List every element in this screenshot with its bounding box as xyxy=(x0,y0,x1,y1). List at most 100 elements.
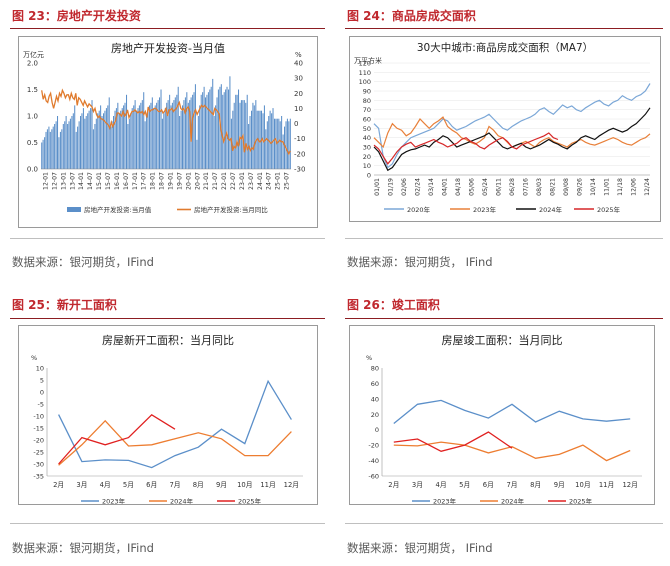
bar xyxy=(92,129,94,170)
bar xyxy=(251,110,253,169)
bar xyxy=(210,86,212,169)
y-tick-label: -15 xyxy=(33,425,44,433)
title-rule xyxy=(345,318,663,319)
bar xyxy=(171,102,173,170)
x-tick-label: 7月 xyxy=(506,481,517,489)
bar xyxy=(67,124,69,169)
bar xyxy=(239,102,241,170)
figure-title: 图 26：竣工面积 xyxy=(347,298,440,312)
bar xyxy=(243,100,245,169)
bar xyxy=(209,89,211,169)
bar xyxy=(51,129,53,170)
x-tick-label: 09/26 xyxy=(577,178,584,196)
bar xyxy=(114,110,116,169)
legend-label: 房地产开发投资:当月值 xyxy=(84,205,152,214)
x-tick-label: 17-01 xyxy=(132,172,139,190)
series-line-2023年 xyxy=(373,116,651,149)
bar xyxy=(217,89,219,169)
bar xyxy=(136,110,138,169)
x-tick-label: 04/01 xyxy=(442,178,449,196)
x-tick-label: 21-07 xyxy=(212,172,219,190)
bar xyxy=(245,102,247,170)
x-tick-label: 08/21 xyxy=(550,178,557,196)
y2-tick-label: 20 xyxy=(294,90,303,98)
x-tick-label: 13-07 xyxy=(69,172,76,190)
y-tick-label: -5 xyxy=(38,401,44,409)
bar xyxy=(94,124,96,169)
legend-label: 2023年 xyxy=(433,497,457,505)
x-tick-label: 11/18 xyxy=(617,178,624,196)
x-tick-label: 16-01 xyxy=(114,172,121,190)
x-tick-label: 25-07 xyxy=(284,172,291,190)
bar xyxy=(222,94,224,169)
bar xyxy=(97,113,99,169)
bar xyxy=(105,108,107,169)
chart-frame: 房地产开发投资-当月值 万亿元% 0.0 0.5 1.0 1.5 2.0 -30 -20 -10 0… xyxy=(18,36,318,228)
figure-title: 图 24：商品房成交面积 xyxy=(347,9,476,23)
bar xyxy=(48,126,50,169)
y-tick-label: 20 xyxy=(363,153,371,161)
bar xyxy=(65,116,67,169)
bar xyxy=(113,116,115,169)
x-tick-label: 23-07 xyxy=(248,172,255,190)
bar xyxy=(74,105,76,169)
bar xyxy=(203,86,205,169)
bar xyxy=(108,97,110,169)
bar xyxy=(186,92,188,169)
y-tick-label: 10 xyxy=(36,365,44,373)
bar xyxy=(87,113,89,169)
x-tick-label: 12-01 xyxy=(43,172,50,190)
y-tick-label: -25 xyxy=(33,449,44,457)
figure-title: 图 23：房地产开发投资 xyxy=(12,9,141,23)
x-tick-label: 4月 xyxy=(100,481,111,489)
x-tick-label: 04/18 xyxy=(455,178,462,196)
bar xyxy=(71,116,73,169)
bar xyxy=(253,105,255,169)
bar xyxy=(103,113,105,169)
bar xyxy=(59,131,61,169)
bar xyxy=(282,134,284,169)
x-tick-label: 24-07 xyxy=(266,172,273,190)
series-line-2023年 xyxy=(58,379,292,469)
bar xyxy=(252,102,254,170)
bar xyxy=(255,100,257,169)
bar xyxy=(137,108,139,169)
y-tick-label: -20 xyxy=(368,442,379,450)
bar xyxy=(249,116,251,169)
title-rule xyxy=(345,28,663,29)
bar xyxy=(272,108,274,169)
bar xyxy=(169,94,171,169)
bottom-rule xyxy=(345,238,663,239)
x-tick-label: 05/24 xyxy=(482,178,489,196)
x-tick-label: 3月 xyxy=(76,481,87,489)
bar xyxy=(98,110,100,169)
bar xyxy=(95,118,97,169)
x-tick-label: 5月 xyxy=(123,481,134,489)
series-line-yoy xyxy=(41,88,291,156)
series-line-2025年 xyxy=(373,132,559,165)
y-tick-label: 80 xyxy=(371,365,379,373)
bar xyxy=(223,92,225,169)
y-tick-label: 40 xyxy=(363,134,371,142)
x-tick-label: 12月 xyxy=(622,481,637,489)
bar xyxy=(57,116,59,169)
legend-label: 2020年 xyxy=(407,205,431,214)
x-tick-label: 17-07 xyxy=(141,172,148,190)
x-tick-label: 01/19 xyxy=(388,178,395,196)
y-tick-label: -60 xyxy=(368,473,379,481)
bar xyxy=(288,121,290,169)
bar xyxy=(236,94,238,169)
bar xyxy=(41,142,43,169)
y-tick-label: 90 xyxy=(363,88,371,96)
bar xyxy=(200,94,202,169)
bar xyxy=(269,110,271,169)
x-tick-label: 09/08 xyxy=(563,178,570,196)
y-tick-label: 20 xyxy=(371,411,379,419)
x-tick-label: 2月 xyxy=(53,481,64,489)
figure-24: 图 24：商品房成交面积 30大中城市:商品房成交面积（MA7） 万平方米 0 10 2… xyxy=(335,0,670,283)
figure-25: 图 25：新开工面积 房屋新开工面积：当月同比% -35 -30 -25 -20 -15 -… xyxy=(0,283,335,566)
x-tick-label: 10月 xyxy=(575,481,590,489)
bar xyxy=(220,84,222,169)
bar xyxy=(187,102,189,170)
y-tick-label: 0 xyxy=(367,172,371,180)
